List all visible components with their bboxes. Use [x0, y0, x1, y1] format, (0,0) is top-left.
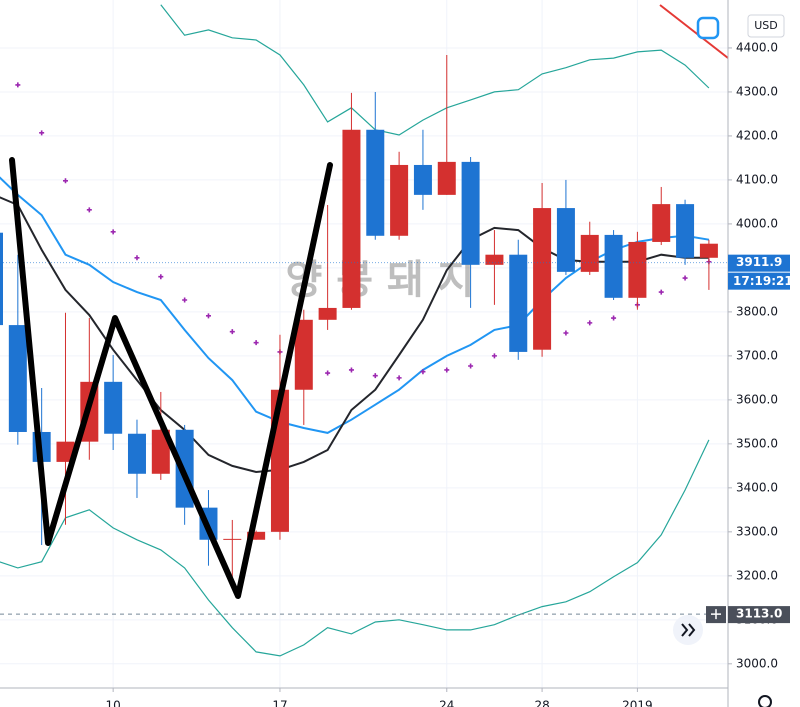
sar-dot: [253, 340, 259, 346]
indicator-line: [160, 4, 710, 136]
y-tick-label: 3400.0: [736, 480, 778, 494]
currency-button[interactable]: [747, 14, 785, 38]
sar-dot: [468, 363, 474, 369]
sar-dot: [62, 178, 68, 184]
last-price-label: 3911.9: [736, 255, 782, 269]
indicator-line: [0, 439, 710, 657]
x-tick-label: 10: [106, 699, 121, 707]
sar-dot: [86, 207, 92, 213]
candle-body: [342, 129, 361, 308]
grid: [0, 0, 728, 688]
candle-body: [413, 164, 432, 195]
sar-dot: [39, 130, 45, 136]
candle-body: [461, 161, 480, 265]
y-tick-label: 4000.0: [736, 216, 778, 230]
sar-dot: [15, 82, 21, 88]
candle-body: [294, 319, 313, 390]
candle-body: [318, 307, 337, 320]
sar-dot: [325, 370, 331, 376]
candle-body: [485, 254, 504, 265]
hand-drawing: [9, 157, 333, 599]
plot: [0, 4, 728, 657]
sar-dot: [110, 229, 116, 235]
candle-body: [8, 325, 27, 432]
candle-body: [533, 208, 552, 350]
y-tick-label: 4100.0: [736, 172, 778, 186]
sar-dot: [420, 369, 426, 375]
last-price-tag: [728, 254, 790, 272]
candle-body: [556, 208, 575, 272]
y-tick-label: 3500.0: [736, 436, 778, 450]
candle-body: [604, 234, 623, 298]
x-tick-label: 2019: [622, 699, 653, 707]
candle-body: [437, 161, 456, 195]
sar-dot: [372, 373, 378, 379]
sar-dot: [182, 297, 188, 303]
candle-body: [628, 241, 647, 298]
y-tick-label: 3300.0: [736, 524, 778, 538]
countdown-tag: [728, 272, 790, 290]
candle-body: [676, 204, 695, 258]
price-axis: 3000.03100.03200.03300.03400.03500.03600…: [106, 40, 793, 707]
candle-body: [390, 164, 409, 236]
candle-body: [366, 129, 385, 236]
sar-dot: [563, 330, 569, 336]
candle-body: [0, 232, 3, 326]
y-tick-label: 4200.0: [736, 128, 778, 142]
candle-body: [151, 429, 170, 474]
sar-dot: [491, 353, 497, 359]
y-tick-label: 4400.0: [736, 40, 778, 54]
settings-button[interactable]: [758, 695, 772, 707]
sar-dot: [158, 274, 164, 280]
sar-dot: [658, 289, 664, 295]
sar-dot: [348, 367, 354, 373]
x-tick-label: 17: [272, 699, 287, 707]
x-tick-label: 28: [534, 699, 549, 707]
candle-body: [247, 531, 266, 540]
candle-body: [127, 433, 146, 474]
scroll-icon: [681, 623, 696, 637]
currency-label: USD: [754, 19, 778, 32]
crosshair-plus: [711, 609, 721, 620]
crosshair-label: 3113.0: [736, 607, 782, 621]
sar-dot: [444, 367, 450, 373]
countdown-label: 17:19:21: [733, 274, 793, 288]
candle-body: [104, 381, 123, 434]
candle-body: [509, 254, 528, 352]
sar-dot: [396, 375, 402, 381]
candle-body: [580, 234, 599, 272]
sar-dot: [611, 315, 617, 321]
y-tick-label: 4300.0: [736, 84, 778, 98]
y-tick-label: 3700.0: [736, 348, 778, 362]
fullscreen-button[interactable]: [696, 16, 720, 40]
watermark: 양 봉 돼 지: [286, 257, 475, 303]
sar-dot: [229, 329, 235, 335]
x-tick-label: 24: [439, 699, 454, 707]
candle-body: [652, 204, 671, 242]
sar-dot: [134, 255, 140, 261]
trend-line: [659, 4, 729, 59]
y-tick-label: 3600.0: [736, 392, 778, 406]
candle-body: [56, 441, 75, 462]
sar-dot: [205, 313, 211, 319]
y-tick-label: 3200.0: [736, 568, 778, 582]
candle-body: [699, 243, 718, 258]
sar-dot: [682, 275, 688, 281]
sar-dot: [587, 320, 593, 326]
crosshair-tag: [728, 606, 790, 624]
candle-body: [223, 538, 242, 540]
y-tick-label: 3000.0: [736, 656, 778, 670]
y-tick-label: 3800.0: [736, 304, 778, 318]
